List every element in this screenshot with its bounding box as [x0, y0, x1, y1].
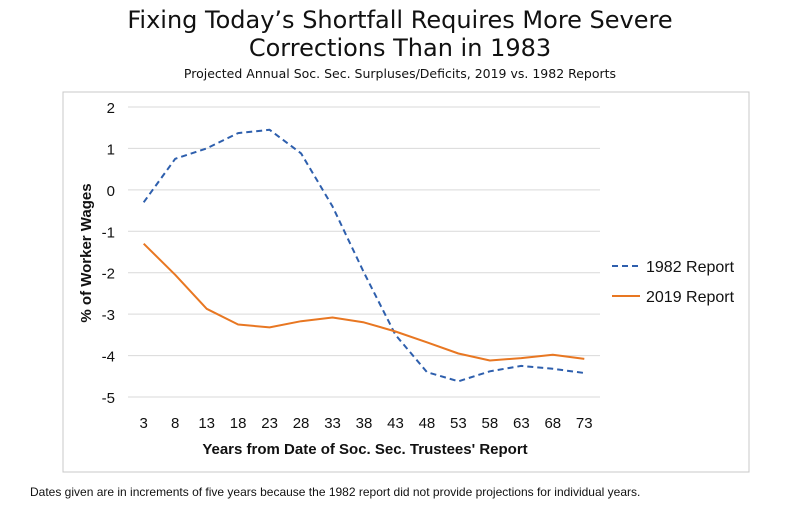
y-axis-ticks: 2 1 0 -1 -2 -3 -4 -5	[102, 100, 115, 407]
x-tick-label: 18	[230, 415, 247, 432]
y-tick-label: -4	[102, 349, 115, 366]
x-tick-label: 33	[324, 415, 341, 432]
series-line-1982-report	[142, 128, 585, 383]
chart-title-line2: Corrections Than in 1983	[248, 34, 552, 62]
x-tick-label: 28	[293, 415, 310, 432]
series-line-2019-report	[142, 242, 585, 362]
y-tick-label: -2	[102, 266, 115, 283]
x-tick-label: 3	[140, 415, 148, 432]
y-tick-label: -1	[102, 224, 115, 241]
chart-title-line1: Fixing Today’s Shortfall Requires More S…	[127, 6, 673, 34]
chart-subtitle: Projected Annual Soc. Sec. Surpluses/Def…	[183, 66, 617, 81]
chart-title: Fixing Today’s Shortfall Requires More S…	[0, 6, 800, 62]
x-tick-label: 43	[387, 415, 404, 432]
x-tick-label: 13	[198, 415, 215, 432]
legend-label: 2019 Report	[646, 289, 735, 306]
y-axis-label: % of Worker Wages	[78, 183, 95, 322]
legend: 1982 Report 2019 Report	[612, 259, 735, 306]
series-lines	[142, 128, 585, 383]
chart-area-border	[62, 91, 750, 473]
y-tick-label: 1	[107, 141, 115, 158]
x-tick-label: 53	[450, 415, 467, 432]
x-tick-label: 73	[576, 415, 593, 432]
y-tick-label: -3	[102, 307, 115, 324]
x-axis-ticks: 3 8 13 18 23 28 33 38 43 48 53 58 63 68 73	[140, 415, 593, 432]
y-tick-label: 2	[107, 100, 115, 117]
x-tick-label: 58	[482, 415, 499, 432]
x-tick-label: 48	[419, 415, 436, 432]
line-chart: 210-1-2-3-4-5 3 8 13 18 23 28 33 38 43 48 53 58 63 68…	[62, 91, 750, 473]
x-tick-label: 68	[544, 415, 561, 432]
legend-label: 1982 Report	[646, 259, 735, 276]
y-tick-label: -5	[102, 390, 115, 407]
x-tick-label: 23	[261, 415, 278, 432]
x-tick-label: 38	[356, 415, 373, 432]
x-tick-label: 8	[171, 415, 179, 432]
y-tick-label: 0	[107, 183, 115, 200]
gridlines	[128, 106, 600, 398]
footnote: Dates given are in increments of five ye…	[30, 485, 641, 499]
x-axis-label: Years from Date of Soc. Sec. Trustees' R…	[202, 441, 527, 458]
x-tick-label: 63	[513, 415, 530, 432]
